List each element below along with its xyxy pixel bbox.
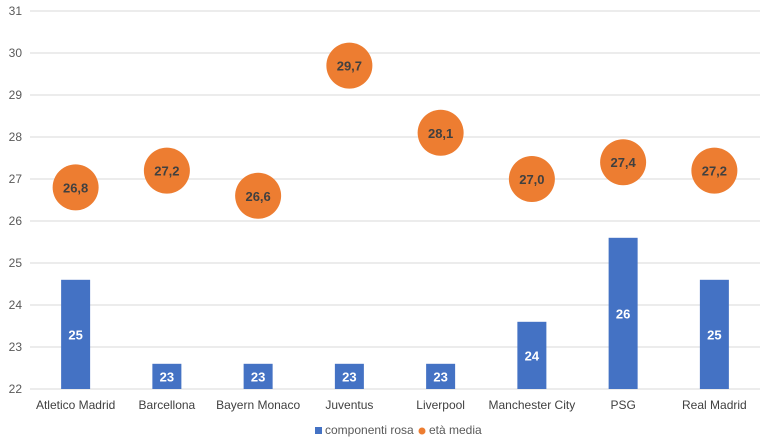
bar-data-label: 25 [707,327,721,342]
bar [517,321,547,389]
point [235,172,282,219]
x-tick-label: Bayern Monaco [216,398,300,412]
bar-data-label: 26 [616,306,630,321]
point [143,147,190,194]
y-tick-label: 24 [9,298,23,312]
y-tick-label: 23 [9,340,23,354]
x-tick-label: PSG [610,398,635,412]
y-tick-label: 25 [9,256,23,270]
x-tick-label: Juventus [325,398,373,412]
point [417,109,464,156]
bar [243,363,273,389]
y-tick-label: 26 [9,214,23,228]
y-tick-label: 30 [9,46,23,60]
bar-data-label: 23 [342,369,356,384]
x-tick-label: Barcellona [139,398,196,412]
y-tick-label: 29 [9,88,23,102]
y-tick-label: 22 [9,382,23,396]
y-tick-label: 28 [9,130,23,144]
point-data-label: 27,4 [610,155,636,170]
bar [608,237,638,389]
x-tick-label: Atletico Madrid [36,398,115,412]
point-data-label: 26,6 [245,189,270,204]
y-tick-label: 27 [9,172,23,186]
x-tick-label: Real Madrid [682,398,747,412]
bar-data-label: 23 [160,369,174,384]
point [691,147,738,194]
bar [426,363,456,389]
x-tick-label: Manchester City [489,398,576,412]
bar [699,279,729,389]
legend-label: componenti rosa [325,423,414,437]
bar [152,363,182,389]
point-data-label: 26,8 [63,180,88,195]
legend-label: età media [429,423,482,437]
bar-data-label: 25 [68,327,82,342]
y-tick-label: 31 [9,4,23,18]
point-data-label: 29,7 [337,59,362,74]
point-data-label: 27,2 [702,164,727,179]
bar [61,279,91,389]
bar-data-label: 24 [525,348,540,363]
point [508,156,555,202]
legend-marker-point [418,427,426,435]
bar-data-label: 23 [433,369,447,384]
point [600,139,647,186]
point [52,164,99,211]
point-data-label: 27,0 [519,172,544,187]
point-data-label: 28,1 [428,126,453,141]
bar [334,363,364,389]
x-tick-label: Liverpool [416,398,465,412]
bar-data-label: 23 [251,369,265,384]
legend-marker-bar [315,427,322,434]
point [326,42,373,89]
point-data-label: 27,2 [154,164,179,179]
